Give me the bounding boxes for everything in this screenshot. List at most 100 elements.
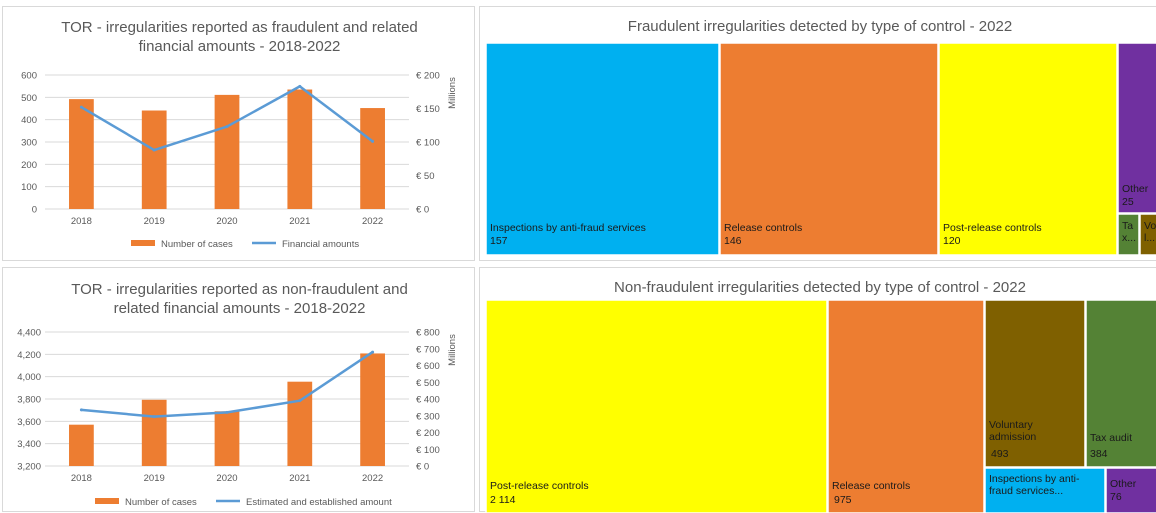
- treemap-tile-label: Release controls: [832, 480, 910, 492]
- left-axis-tick-label: 100: [21, 182, 37, 193]
- treemap-tile-value: 384: [1090, 448, 1108, 460]
- treemap-tile-label: x...: [1122, 232, 1136, 244]
- x-axis-tick-label: 2018: [71, 473, 92, 484]
- treemap-tile-4: [984, 467, 1106, 513]
- chart-title-line: TOR - irregularities reported as non-fra…: [71, 281, 408, 298]
- treemap-title: Non-fraudulent irregularities detected b…: [614, 279, 1026, 296]
- fraudulent-combo-chart: TOR - irregularities reported as fraudul…: [21, 19, 458, 250]
- left-axis-tick-label: 3,400: [17, 439, 41, 450]
- left-axis-tick-label: 0: [32, 205, 37, 216]
- left-axis-tick-label: 3,800: [17, 395, 41, 406]
- right-axis-label: Millions: [447, 77, 458, 109]
- treemap-tile-label: Other: [1110, 478, 1137, 490]
- legend-label-line: Financial amounts: [282, 239, 359, 250]
- chart-title-line: financial amounts - 2018-2022: [139, 38, 341, 55]
- left-axis-tick-label: 400: [21, 115, 37, 126]
- treemap-tile-label: Vo: [1144, 220, 1156, 232]
- right-axis-tick-label: € 50: [416, 171, 435, 182]
- non-fraudulent-combo-chart-panel: TOR - irregularities reported as non-fra…: [2, 267, 475, 512]
- treemap-tile-label: Voluntary: [989, 419, 1034, 431]
- x-axis-tick-label: 2022: [362, 473, 383, 484]
- chart-title-line: related financial amounts - 2018-2022: [114, 300, 366, 317]
- right-axis-tick-label: € 0: [416, 462, 429, 473]
- treemap-tile-3: [1117, 42, 1156, 214]
- right-axis-tick-label: € 300: [416, 411, 440, 422]
- treemap-tile-value: 76: [1110, 491, 1122, 503]
- bar-2020: [214, 411, 240, 466]
- treemap-tile-1: [827, 299, 985, 513]
- treemap-tile-label: Post-release controls: [490, 480, 589, 492]
- right-axis-tick-label: € 200: [416, 71, 440, 82]
- left-axis-tick-label: 300: [21, 138, 37, 149]
- treemap-tile-4: [1117, 213, 1140, 256]
- line-point-2020: [225, 410, 229, 414]
- bar-2022: [360, 353, 385, 466]
- right-axis-tick-label: € 700: [416, 344, 440, 355]
- treemap-tile-5: [1139, 213, 1156, 256]
- treemap-tile-2: [938, 42, 1118, 256]
- legend-swatch-bar: [95, 498, 119, 504]
- bar-2021: [287, 89, 313, 209]
- line-point-2019: [152, 148, 156, 152]
- right-axis-tick-label: € 400: [416, 395, 440, 406]
- treemap-tile-label: fraud services...: [989, 485, 1063, 497]
- treemap-tile-value: 975: [834, 494, 852, 506]
- treemap-tile-0: [485, 42, 720, 256]
- right-axis-tick-label: € 600: [416, 361, 440, 372]
- right-axis-label: Millions: [447, 334, 458, 366]
- treemap-tile-label: Other: [1122, 183, 1149, 195]
- x-axis-tick-label: 2021: [289, 216, 310, 227]
- legend-label-bar: Number of cases: [161, 239, 233, 250]
- bar-2022: [360, 108, 385, 209]
- right-axis-tick-label: € 0: [416, 205, 429, 216]
- left-axis-tick-label: 4,200: [17, 350, 41, 361]
- line-series-financial-amounts: [81, 351, 374, 418]
- right-axis-tick-label: € 100: [416, 445, 440, 456]
- treemap-tile-label: admission: [989, 431, 1036, 443]
- treemap-tile-label: Inspections by anti-: [989, 473, 1080, 485]
- left-axis-tick-label: 600: [21, 71, 37, 82]
- right-axis-tick-label: € 800: [416, 328, 440, 339]
- line-point-2020: [225, 125, 229, 129]
- left-axis-tick-label: 500: [21, 93, 37, 104]
- treemap-tile-label: Tax audit: [1090, 432, 1132, 444]
- treemap-tile-3: [1085, 299, 1156, 468]
- treemap-tile-value: 493: [991, 448, 1009, 460]
- x-axis-tick-label: 2019: [144, 473, 165, 484]
- treemap-tile-label: l...: [1144, 232, 1155, 244]
- treemap-tile-label: Post-release controls: [943, 222, 1042, 234]
- fraudulent-combo-chart-panel: TOR - irregularities reported as fraudul…: [2, 6, 475, 261]
- x-axis-tick-label: 2021: [289, 473, 310, 484]
- treemap-tile-value: 25: [1122, 196, 1134, 208]
- left-axis-tick-label: 3,600: [17, 417, 41, 428]
- x-axis-tick-label: 2022: [362, 216, 383, 227]
- line-point-2021: [298, 399, 302, 403]
- treemap-tile-value: 157: [490, 235, 508, 247]
- line-point-2022: [371, 139, 375, 143]
- fraudulent-treemap-panel: Fraudulent irregularities detected by ty…: [479, 6, 1156, 261]
- right-axis-tick-label: € 500: [416, 378, 440, 389]
- left-axis-tick-label: 4,000: [17, 372, 41, 383]
- left-axis-tick-label: 4,400: [17, 328, 41, 339]
- x-axis-tick-label: 2020: [216, 216, 237, 227]
- bar-2018: [69, 424, 94, 466]
- non-fraudulent-combo-chart: TOR - irregularities reported as non-fra…: [17, 281, 458, 508]
- fraudulent-treemap: Fraudulent irregularities detected by ty…: [485, 18, 1156, 256]
- left-axis-tick-label: 200: [21, 160, 37, 171]
- x-axis-tick-label: 2018: [71, 216, 92, 227]
- x-axis-tick-label: 2020: [216, 473, 237, 484]
- treemap-tile-label: Ta: [1122, 220, 1133, 232]
- chart-title-line: TOR - irregularities reported as fraudul…: [61, 19, 418, 36]
- treemap-tile-1: [719, 42, 939, 256]
- treemap-tile-label: Inspections by anti-fraud services: [490, 222, 646, 234]
- right-axis-tick-label: € 200: [416, 428, 440, 439]
- treemap-tile-2: [984, 299, 1086, 468]
- x-axis-tick-label: 2019: [144, 216, 165, 227]
- legend-label-bar: Number of cases: [125, 497, 197, 508]
- line-point-2018: [79, 105, 83, 109]
- right-axis-tick-label: € 150: [416, 104, 440, 115]
- treemap-tile-value: 120: [943, 235, 961, 247]
- line-point-2021: [298, 84, 302, 88]
- bar-2019: [141, 110, 167, 209]
- non-fraudulent-treemap-panel: Non-fraudulent irregularities detected b…: [479, 267, 1156, 513]
